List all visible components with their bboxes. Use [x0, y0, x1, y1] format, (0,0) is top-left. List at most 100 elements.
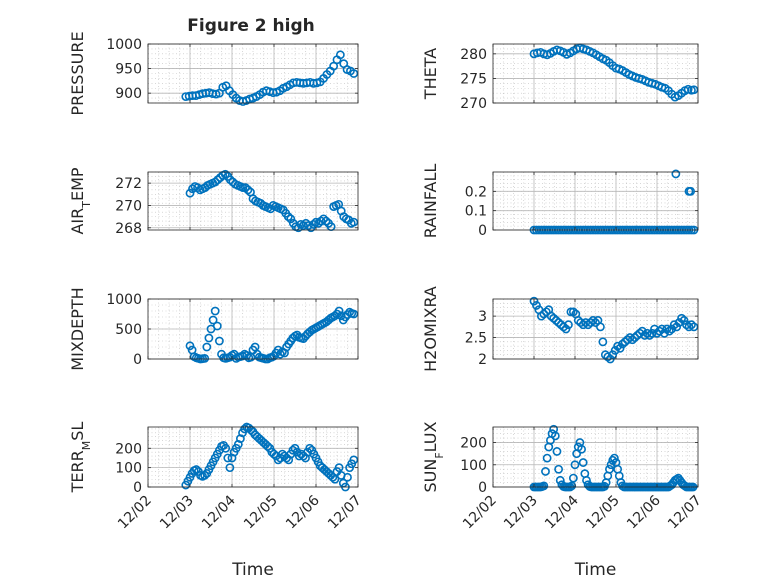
panel-rainfall-axes-box — [492, 171, 699, 231]
panel-h2omixra-point — [559, 322, 568, 332]
panel-terr-point — [288, 445, 298, 455]
panel-terr-point — [225, 463, 235, 473]
panel-rainfall-point — [671, 169, 681, 179]
panel-mixdepth: 0 500 1000 MIXDEPTH — [68, 287, 359, 371]
panel-terr-point — [305, 443, 315, 453]
panel-theta-ytick-label: 275 — [460, 71, 487, 87]
panel-air-point — [309, 220, 318, 229]
panel-sun-xtick-label: 12/03 — [501, 493, 541, 533]
panel-pressure: 900 950 1000 PRESSURE — [68, 31, 359, 116]
panel-h2omixra-point — [667, 324, 677, 334]
panel-sun-point — [539, 481, 549, 491]
panel-sun-point — [578, 458, 588, 467]
panel-sun-point — [570, 460, 580, 470]
panel-terr-point — [343, 472, 352, 482]
panel-air-point — [286, 214, 296, 224]
panel-sun-ytick-label: 0 — [478, 480, 487, 496]
panel-mixdepth-ytick-label: 500 — [115, 322, 142, 338]
panel-mixdepth-ylabel: MIXDEPTH — [68, 287, 87, 370]
panel-mixdepth-point — [210, 306, 220, 316]
panel-h2omixra-point — [630, 333, 640, 342]
panel-h2omixra-point — [684, 322, 694, 332]
panel-h2omixra-point — [591, 318, 600, 327]
panel-air-point — [210, 177, 220, 187]
panel-h2omixra-ylabel: H2OMIXRA — [421, 286, 440, 372]
panel-h2omixra-point — [628, 335, 637, 345]
panel-air-point — [213, 175, 223, 185]
panel-h2omixra-point — [564, 320, 573, 330]
panel-terr-xtick-label: 12/05 — [241, 493, 281, 533]
panel-air-point — [220, 169, 230, 179]
panel-rainfall-ytick-label: 0 — [478, 223, 487, 239]
panel-pressure-ylabel: PRESSURE — [68, 31, 87, 115]
panel-h2omixra-axes-box — [492, 298, 699, 360]
panel-mixdepth-point — [214, 336, 224, 346]
panel-mixdepth-markers — [185, 306, 359, 364]
panel-mixdepth-point — [343, 310, 352, 319]
panel-terr-point — [349, 455, 359, 465]
panel-mixdepth-point — [349, 309, 359, 319]
panel-terr-xtick-label: 12/07 — [325, 493, 365, 533]
panel-sun-xtick-label: 12/05 — [583, 493, 623, 533]
panel-air-ytick-label: 270 — [115, 198, 142, 214]
panel-h2omixra-point — [615, 343, 625, 353]
panel-sun-xtick-label: 12/06 — [624, 492, 664, 532]
panel-h2omixra-point — [598, 337, 608, 347]
panel-h2omixra-ytick-label: 3 — [478, 309, 487, 325]
panel-theta-ylabel: THETA — [421, 48, 440, 100]
panel-sun-point — [554, 464, 563, 474]
panel-terr-axes-box — [147, 426, 359, 488]
panel-mixdepth-ytick-label: 1000 — [106, 292, 142, 308]
panel-air-point — [316, 216, 326, 226]
panel-air: 268 270 272 AIRTEMP — [68, 167, 359, 237]
panel-pressure-ytick-label: 950 — [115, 62, 142, 78]
panel-rainfall-ylabel: RAINFALL — [421, 164, 440, 239]
panel-theta-ytick-label: 280 — [460, 47, 487, 63]
panel-h2omixra-point — [669, 320, 679, 330]
panel-mixdepth-point — [185, 341, 195, 351]
panel-h2omixra-ytick-label: 2 — [478, 352, 487, 368]
panel-theta-markers — [529, 43, 699, 102]
panel-theta-ytick-label: 270 — [460, 96, 487, 112]
panel-terr-point — [263, 441, 273, 451]
panel-mixdepth-point — [208, 315, 218, 325]
panel-terr: 0 100 200 TERRMSL 12/02 12/03 12/04 12/05 12/06 1… — [68, 422, 365, 580]
panel-sun-markers — [529, 424, 698, 492]
panel-sun: 0 100 200 SUNFLUX 12/02 12/03 12/04 12/05 12/06 1… — [421, 421, 705, 580]
panel-sun-xtick-label: 12/04 — [542, 492, 582, 532]
panel-terr-point — [223, 453, 233, 463]
panel-mixdepth-point — [275, 349, 285, 359]
panel-rainfall: 0 0.1 0.2 RAINFALL — [421, 164, 699, 239]
panel-terr-point — [200, 470, 210, 480]
panel-air-point — [243, 185, 253, 195]
panel-terr-point — [328, 472, 338, 482]
panel-terr-xlabel: Time — [231, 560, 274, 580]
panel-h2omixra-point — [588, 316, 598, 325]
panel-sun-point — [541, 467, 550, 476]
panel-theta-point — [689, 85, 699, 95]
panel-h2omixra-point — [532, 301, 541, 310]
panel-mixdepth-point — [202, 342, 212, 352]
panel-h2omixra-point — [554, 318, 563, 327]
panel-terr-point — [334, 463, 344, 473]
panel-air-point — [225, 175, 235, 185]
panel-air-point — [298, 221, 308, 230]
panel-air-point — [349, 217, 359, 227]
panel-h2omixra-point — [689, 322, 699, 332]
panel-mixdepth-ytick-label: 0 — [133, 352, 142, 368]
panel-rainfall-point — [686, 186, 696, 196]
panel-h2omixra-point — [672, 322, 682, 332]
panel-air-point — [321, 216, 331, 226]
panel-h2omixra-point — [610, 346, 620, 355]
panel-h2omixra-point — [536, 311, 546, 321]
panel-sun-xtick-label: 12/07 — [665, 493, 705, 533]
panel-h2omixra-point — [551, 316, 561, 325]
panel-h2omixra-point — [687, 320, 696, 330]
panel-sun-point — [605, 464, 614, 474]
panel-pressure-ytick-label: 1000 — [106, 37, 142, 53]
panel-air-point — [319, 214, 328, 224]
panel-air-major-grid — [148, 172, 358, 230]
panel-sun-point — [542, 453, 552, 463]
panel-air-axes-box — [147, 171, 359, 231]
